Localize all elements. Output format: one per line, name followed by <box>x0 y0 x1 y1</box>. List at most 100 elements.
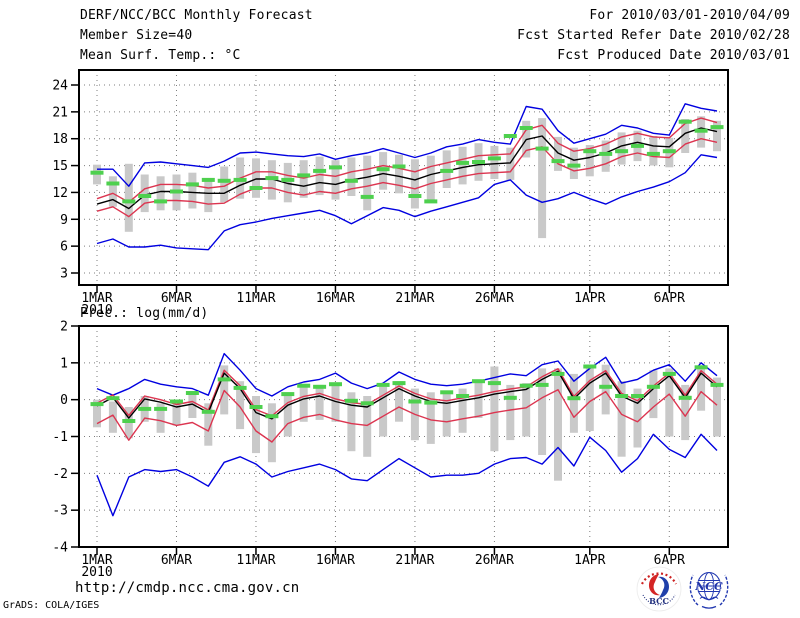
spread-bar <box>252 158 260 198</box>
observation-dash <box>440 168 454 173</box>
y-axis-tick-label: 0 <box>60 393 68 408</box>
observation-dash <box>615 149 629 154</box>
spread-bar <box>156 176 165 211</box>
spread-bar <box>188 394 197 418</box>
observation-dash <box>551 371 565 376</box>
spread-bar <box>267 403 276 463</box>
x-axis-tick-label: 6APR <box>654 553 685 568</box>
x-axis-tick-label: 1MAR <box>81 291 112 306</box>
spread-bar <box>363 396 372 457</box>
series-mean-plus-spread <box>96 117 718 204</box>
spread-bar <box>283 392 292 437</box>
y-axis-tick-label: 21 <box>52 105 68 120</box>
observation-dash <box>249 405 263 409</box>
spread-bar <box>220 166 229 203</box>
observation-dash <box>551 159 565 164</box>
observation-dash <box>201 409 215 414</box>
ncc-wreath-base <box>701 605 717 609</box>
temp-chart-title: Mean Surf. Temp.: °C <box>80 48 241 63</box>
spread-bar <box>713 377 721 437</box>
x-axis-tick-label: 16MAR <box>316 553 355 568</box>
y-axis-tick-label: 24 <box>52 79 68 94</box>
spread-bar <box>108 176 117 207</box>
spread-bar <box>633 388 642 448</box>
spread-bar <box>299 385 308 422</box>
observation-dash <box>201 177 215 182</box>
spread-bar <box>283 162 292 203</box>
observation-dash <box>694 365 708 370</box>
observation-dash <box>138 406 152 411</box>
observation-dash <box>297 173 311 178</box>
spread-bar <box>204 403 213 446</box>
spread-bar <box>395 381 403 422</box>
observation-dash <box>503 395 517 400</box>
spread-bar <box>236 381 245 430</box>
observation-dash <box>472 160 485 164</box>
observation-dash <box>503 134 517 138</box>
bcc-logo-text: BCC <box>649 596 669 606</box>
produced-date-label: Fcst Produced Date 2010/03/01 <box>557 48 790 63</box>
observation-dash <box>472 379 485 384</box>
spread-bar <box>506 147 515 180</box>
ensemble-spread-bars <box>93 116 721 239</box>
spread-bar <box>426 392 435 444</box>
spread-bar <box>363 155 372 211</box>
series-ensemble-min <box>96 154 718 251</box>
spread-bar <box>506 384 515 441</box>
observation-dash <box>170 399 183 404</box>
spread-bar <box>490 145 499 179</box>
spread-bar <box>331 160 340 200</box>
bcc-swirl-red <box>649 574 660 596</box>
spread-bar <box>108 401 117 433</box>
observation-dash <box>313 384 327 389</box>
y-axis-tick-label: -3 <box>52 504 68 519</box>
series-observation-dashes <box>90 119 724 204</box>
spread-bar <box>379 386 388 437</box>
ncc-logo-text: NCC <box>694 580 723 593</box>
spread-bar <box>426 155 435 202</box>
spread-bar <box>458 388 467 433</box>
observation-dash <box>90 170 104 175</box>
y-axis-tick-label: 1 <box>60 356 68 371</box>
observation-dash <box>662 149 676 154</box>
series-observation-dashes <box>90 364 724 423</box>
y-axis-tick-label: 3 <box>60 267 68 282</box>
observation-dash <box>281 392 295 397</box>
observation-dash <box>646 151 660 156</box>
observation-dash <box>710 125 724 130</box>
x-axis-year-label: 2010 <box>81 565 112 580</box>
observation-dash <box>583 149 597 154</box>
series-ensemble-max <box>97 103 718 187</box>
observation-dash <box>154 406 168 411</box>
observation-dash <box>408 194 422 198</box>
x-axis-tick-label: 1APR <box>574 553 605 568</box>
observation-dash <box>440 390 454 395</box>
observation-dash <box>313 168 327 173</box>
spread-bar <box>347 157 356 196</box>
observation-dash <box>376 167 390 172</box>
spread-bar <box>347 392 356 452</box>
ncc-wreath-left <box>689 574 699 606</box>
x-axis-year-label: 2010 <box>81 303 112 318</box>
observation-dash <box>487 381 501 386</box>
observation-dash <box>519 126 533 130</box>
y-axis-tick-label: 2 <box>60 320 68 335</box>
observation-dash <box>217 377 231 382</box>
spread-bar <box>697 365 706 411</box>
spread-bar <box>458 146 467 185</box>
observation-dash <box>233 177 247 182</box>
x-axis-tick-label: 21MAR <box>395 553 434 568</box>
spread-bar <box>299 160 308 198</box>
observation-dash <box>392 164 406 169</box>
observation-dash <box>106 181 120 186</box>
observation-dash <box>631 143 644 148</box>
spread-bar <box>188 172 197 209</box>
plot-border <box>78 325 729 548</box>
ncc-logo: NCC <box>689 571 729 609</box>
spread-bar <box>617 381 626 457</box>
spread-bar <box>569 147 578 179</box>
